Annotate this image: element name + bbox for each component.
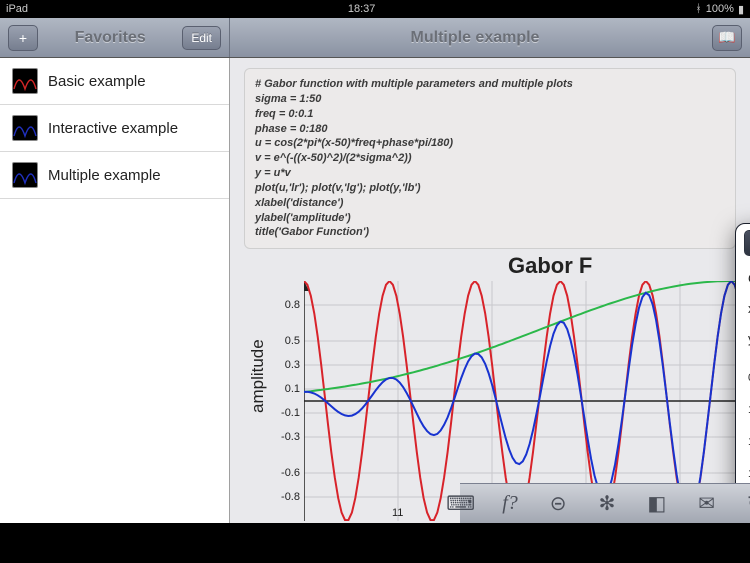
sidebar-item-label: Multiple example <box>48 167 161 184</box>
fx-icon[interactable]: f? <box>502 492 518 515</box>
content-area: # Gabor function with multiple parameter… <box>230 58 750 523</box>
slider-row: 1024 <box>736 404 750 416</box>
settings-popover: Graph Formula Grid ON x-axis Linear Log … <box>735 223 750 523</box>
favorites-title: Favorites <box>38 29 182 47</box>
sidebar-item[interactable]: Interactive example <box>0 105 229 152</box>
popover-tabs: Graph Formula <box>744 230 750 256</box>
slider-label: Title Size (31) <box>736 454 750 468</box>
tab-graph[interactable]: Graph <box>745 231 750 255</box>
xtick-label: 11 <box>392 507 403 519</box>
edit-button[interactable]: Edit <box>182 26 221 50</box>
ytick-label: 0.8 <box>278 299 300 311</box>
add-button[interactable]: + <box>8 25 38 51</box>
page-title: Multiple example <box>238 29 712 47</box>
chart-ylabel: amplitude <box>248 339 268 413</box>
book-icon: 📖 <box>718 29 735 46</box>
favorite-thumb-icon <box>12 68 38 94</box>
battery-icon: ▮ <box>738 3 744 16</box>
ytick-label: 0.1 <box>278 383 300 395</box>
ytick-label: -0.1 <box>278 407 300 419</box>
ytick-label: -0.8 <box>278 491 300 503</box>
battery-label: 100% <box>706 3 734 15</box>
portrait-icon[interactable]: ◧ <box>647 491 666 516</box>
bottom-toolbar: ⌨ f? ⊝ ✻ ◧ ✉ ↻ <box>460 483 750 523</box>
status-right: ᚼ 100% ▮ <box>695 3 744 16</box>
focus-icon[interactable]: ⊝ <box>550 491 567 516</box>
slider-label: Nb Ticks (8) <box>736 358 750 372</box>
ytick-label: 0.3 <box>278 359 300 371</box>
chart-title: Gabor F <box>508 253 592 279</box>
status-bar: iPad 18:37 ᚼ 100% ▮ <box>0 0 750 18</box>
keyboard-icon[interactable]: ⌨ <box>446 491 470 516</box>
clock: 18:37 <box>28 3 695 15</box>
slider-label: Tick Size (12) <box>736 390 750 404</box>
sidebar-item[interactable]: Basic example <box>0 58 229 105</box>
ytick-label: 0.5 <box>278 335 300 347</box>
code-box[interactable]: # Gabor function with multiple parameter… <box>244 68 736 249</box>
ytick-label: -0.6 <box>278 467 300 479</box>
library-button[interactable]: 📖 <box>712 25 742 51</box>
sidebar-item[interactable]: Multiple example <box>0 152 229 199</box>
ytick-label: -0.3 <box>278 431 300 443</box>
favorite-thumb-icon <box>12 162 38 188</box>
sidebar-item-label: Basic example <box>48 73 146 90</box>
slider-row: 1024 <box>736 436 750 448</box>
bluetooth-icon: ᚼ <box>695 3 702 15</box>
slider-row: 1040 <box>736 468 750 480</box>
mail-icon[interactable]: ✉ <box>698 491 715 516</box>
device-label: iPad <box>6 3 28 15</box>
sidebar-item-label: Interactive example <box>48 120 178 137</box>
nav-bar: + Favorites Edit Multiple example 📖 <box>0 18 750 58</box>
favorites-sidebar: Basic example Interactive example Multiple… <box>0 58 230 523</box>
settings-icon[interactable]: ✻ <box>599 491 616 516</box>
slider-label: Label Size (20) <box>736 422 750 436</box>
slider-row: 010 <box>736 372 750 384</box>
favorite-thumb-icon <box>12 115 38 141</box>
